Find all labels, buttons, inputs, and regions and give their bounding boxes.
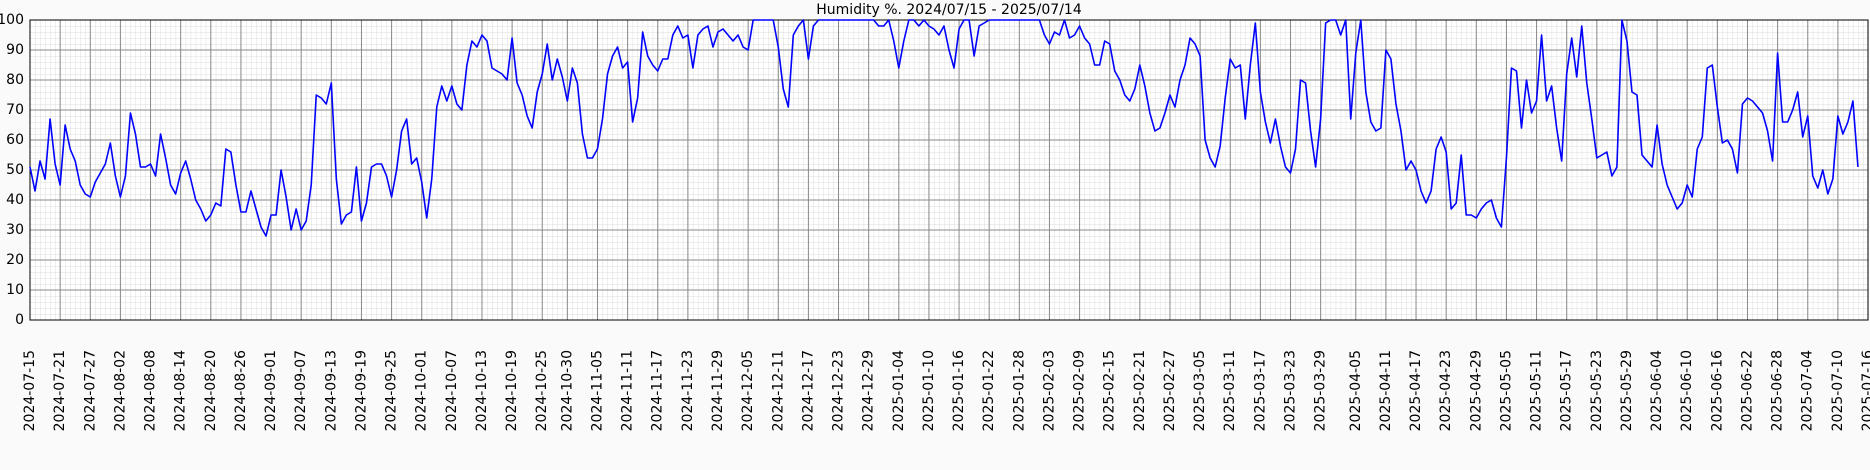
x-tick-label: 2025-06-22 bbox=[1739, 350, 1755, 431]
x-tick-label: 2024-12-29 bbox=[861, 350, 877, 431]
x-tick-label: 2025-07-10 bbox=[1830, 350, 1846, 431]
x-tick-label: 2025-05-11 bbox=[1529, 350, 1545, 431]
x-tick-label: 2024-08-26 bbox=[233, 350, 249, 431]
x-tick-label: 2024-11-17 bbox=[650, 350, 666, 431]
x-tick-label: 2025-03-11 bbox=[1222, 350, 1238, 431]
x-tick-label: 2025-01-10 bbox=[921, 350, 937, 431]
x-tick-label: 2024-08-02 bbox=[112, 350, 128, 431]
x-tick-label: 2025-04-17 bbox=[1408, 350, 1424, 431]
x-tick-label: 2024-11-29 bbox=[710, 350, 726, 431]
x-tick-label: 2024-10-13 bbox=[474, 350, 490, 431]
x-tick-label: 2025-03-23 bbox=[1282, 350, 1298, 431]
x-tick-label: 2025-05-29 bbox=[1619, 350, 1635, 431]
x-tick-label: 2024-12-17 bbox=[800, 350, 816, 431]
x-tick-label: 2025-04-29 bbox=[1468, 350, 1484, 431]
x-tick-label: 2025-02-27 bbox=[1162, 350, 1178, 431]
x-tick-label: 2025-05-23 bbox=[1589, 350, 1605, 431]
x-tick-label: 2024-10-30 bbox=[559, 350, 575, 431]
x-tick-label: 2025-06-28 bbox=[1770, 350, 1786, 431]
y-tick-label: 50 bbox=[6, 162, 24, 178]
y-tick-label: 40 bbox=[6, 192, 24, 208]
x-tick-label: 2025-02-09 bbox=[1072, 350, 1088, 431]
x-tick-label: 2024-09-19 bbox=[353, 350, 369, 431]
x-tick-label: 2025-01-04 bbox=[891, 350, 907, 431]
y-tick-label: 100 bbox=[0, 12, 24, 28]
x-tick-label: 2024-11-23 bbox=[680, 350, 696, 431]
y-tick-label: 70 bbox=[6, 102, 24, 118]
x-tick-label: 2024-11-05 bbox=[589, 350, 605, 431]
x-tick-label: 2025-02-03 bbox=[1041, 350, 1057, 431]
x-tick-label: 2024-07-15 bbox=[22, 350, 38, 431]
x-tick-label: 2025-07-16 bbox=[1860, 350, 1870, 431]
x-tick-label: 2024-07-27 bbox=[82, 350, 98, 431]
x-tick-label: 2025-06-04 bbox=[1649, 350, 1665, 431]
x-tick-label: 2024-08-20 bbox=[203, 350, 219, 431]
x-tick-label: 2024-11-11 bbox=[620, 350, 636, 431]
y-tick-label: 10 bbox=[6, 282, 24, 298]
x-tick-label: 2024-08-08 bbox=[143, 350, 159, 431]
y-tick-label: 30 bbox=[6, 222, 24, 238]
x-tick-label: 2024-09-25 bbox=[384, 350, 400, 431]
x-tick-label: 2025-06-10 bbox=[1679, 350, 1695, 431]
x-tick-label: 2024-07-21 bbox=[52, 350, 68, 431]
x-tick-label: 2024-08-14 bbox=[173, 350, 189, 431]
x-tick-label: 2024-09-01 bbox=[263, 350, 279, 431]
x-tick-label: 2025-03-29 bbox=[1313, 350, 1329, 431]
x-tick-label: 2024-12-05 bbox=[740, 350, 756, 431]
x-tick-label: 2024-12-23 bbox=[831, 350, 847, 431]
x-tick-label: 2024-12-11 bbox=[770, 350, 786, 431]
x-tick-label: 2024-10-07 bbox=[444, 350, 460, 431]
x-tick-label: 2025-02-15 bbox=[1102, 350, 1118, 431]
x-tick-label: 2024-09-13 bbox=[323, 350, 339, 431]
y-tick-label: 80 bbox=[6, 72, 24, 88]
x-tick-label: 2025-01-22 bbox=[981, 350, 997, 431]
x-tick-label: 2025-03-17 bbox=[1252, 350, 1268, 431]
x-tick-label: 2024-09-07 bbox=[293, 350, 309, 431]
x-tick-label: 2025-07-04 bbox=[1800, 350, 1816, 431]
y-tick-label: 60 bbox=[6, 132, 24, 148]
y-tick-label: 0 bbox=[15, 312, 24, 328]
x-tick-label: 2024-10-25 bbox=[534, 350, 550, 431]
x-tick-label: 2025-01-28 bbox=[1011, 350, 1027, 431]
data-line bbox=[29, 19, 1859, 237]
x-tick-label: 2024-10-19 bbox=[504, 350, 520, 431]
chart-title: Humidity %. 2024/07/15 - 2025/07/14 bbox=[816, 2, 1082, 18]
y-tick-label: 20 bbox=[6, 252, 24, 268]
x-tick-label: 2024-10-01 bbox=[414, 350, 430, 431]
x-tick-label: 2025-05-17 bbox=[1559, 350, 1575, 431]
x-tick-label: 2025-04-05 bbox=[1348, 350, 1364, 431]
x-tick-label: 2025-04-11 bbox=[1378, 350, 1394, 431]
x-tick-label: 2025-02-21 bbox=[1132, 350, 1148, 431]
x-tick-label: 2025-03-05 bbox=[1192, 350, 1208, 431]
x-tick-label: 2025-06-16 bbox=[1709, 350, 1725, 431]
x-tick-label: 2025-04-23 bbox=[1438, 350, 1454, 431]
y-tick-label: 90 bbox=[6, 42, 24, 58]
x-tick-label: 2025-01-16 bbox=[951, 350, 967, 431]
x-tick-label: 2025-05-05 bbox=[1498, 350, 1514, 431]
